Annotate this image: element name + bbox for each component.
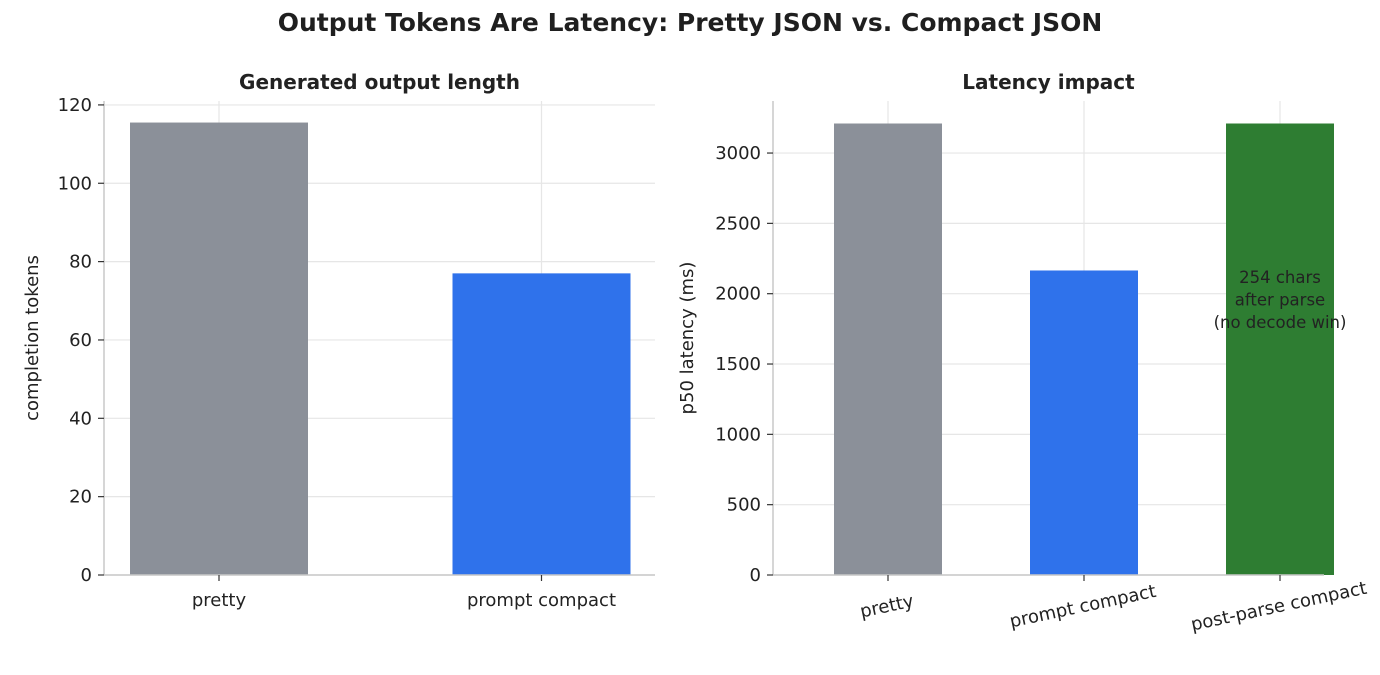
right-y-axis-label: p50 latency (ms)	[677, 262, 698, 415]
right-annotation-line-3: (no decode win)	[1214, 313, 1347, 332]
right-y-tick-label-2000: 2000	[715, 284, 761, 305]
right-bar-post-parse-compact	[1226, 123, 1334, 575]
left-chart-title: Generated output length	[239, 70, 520, 94]
left-y-tick-label-60: 60	[69, 330, 92, 351]
right-y-tick-label-500: 500	[727, 495, 761, 516]
left-y-tick-label-0: 0	[81, 565, 92, 586]
left-y-tick-label-20: 20	[69, 487, 92, 508]
right-y-tick-label-2500: 2500	[715, 213, 761, 234]
left-y-tick-label-120: 120	[58, 95, 92, 116]
right-chart-title: Latency impact	[962, 70, 1135, 94]
left-bar-pretty	[130, 122, 308, 575]
left-y-tick-label-100: 100	[58, 173, 92, 194]
figure-title: Output Tokens Are Latency: Pretty JSON v…	[277, 8, 1103, 37]
left-y-tick-label-80: 80	[69, 252, 92, 273]
right-bar-prompt-compact	[1030, 270, 1138, 575]
right-x-tick-label-prompt-compact: prompt compact	[1008, 581, 1158, 633]
left-bar-prompt-compact	[452, 273, 631, 575]
right-y-tick-label-1500: 1500	[715, 354, 761, 375]
right-annotation-line-2: after parse	[1235, 291, 1325, 310]
right-bar-pretty	[834, 123, 942, 575]
left-x-tick-label-prompt-compact: prompt compact	[467, 590, 616, 611]
right-x-tick-label-post-parse-compact: post-parse compact	[1189, 578, 1369, 636]
right-y-tick-label-1000: 1000	[715, 424, 761, 445]
left-y-axis-label: completion tokens	[22, 255, 43, 421]
left-x-tick-label-pretty: pretty	[192, 590, 247, 611]
right-x-tick-label-pretty: pretty	[858, 591, 916, 623]
right-annotation-line-1: 254 chars	[1239, 268, 1321, 287]
right-y-tick-label-0: 0	[750, 565, 761, 586]
left-y-tick-label-40: 40	[69, 408, 92, 429]
right-y-tick-label-3000: 3000	[715, 143, 761, 164]
